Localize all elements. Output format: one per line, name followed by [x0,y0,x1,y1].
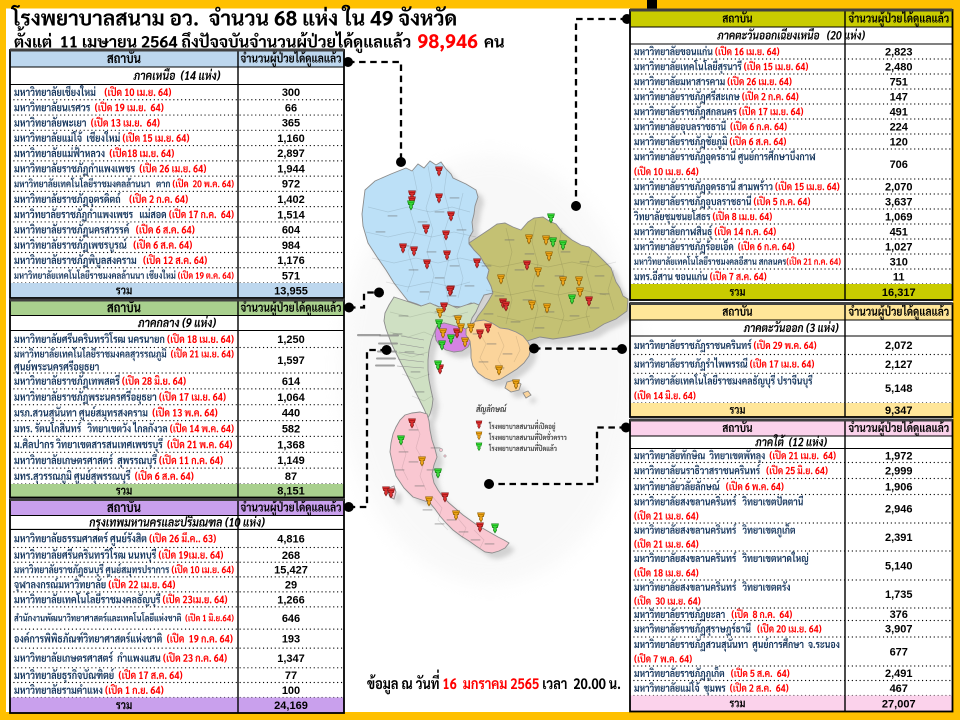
svg-text:16,317: 16,317 [882,287,916,299]
svg-text:1,027: 1,027 [885,241,913,253]
svg-text:193: 193 [282,634,300,646]
svg-text:1,514: 1,514 [277,209,305,221]
svg-text:582: 582 [282,423,300,435]
svg-text:268: 268 [282,550,300,562]
svg-text:1,064: 1,064 [277,392,305,404]
svg-text:2,823: 2,823 [885,46,913,58]
svg-text:614: 614 [282,376,301,388]
svg-text:1,972: 1,972 [885,450,913,462]
svg-text:1,149: 1,149 [277,455,305,467]
svg-text:1,735: 1,735 [885,589,913,601]
svg-text:120: 120 [890,136,908,148]
svg-text:66: 66 [285,102,297,114]
svg-text:2,072: 2,072 [885,340,913,352]
svg-text:451: 451 [890,226,908,238]
svg-text:491: 491 [890,106,908,118]
svg-text:1,160: 1,160 [277,133,305,145]
svg-text:87: 87 [285,471,297,483]
svg-text:147: 147 [890,91,908,103]
svg-text:1,069: 1,069 [885,211,913,223]
svg-text:5,148: 5,148 [885,383,913,395]
svg-text:224: 224 [890,121,909,133]
svg-text:310: 310 [890,256,908,268]
svg-text:2,946: 2,946 [885,504,913,516]
svg-text:2,127: 2,127 [885,359,913,371]
svg-text:376: 376 [890,609,908,621]
svg-text:11: 11 [893,271,905,283]
svg-text:300: 300 [282,87,300,99]
svg-text:3,637: 3,637 [885,196,913,208]
svg-text:1,368: 1,368 [277,439,305,451]
svg-text:677: 677 [890,646,908,658]
svg-text:706: 706 [890,159,908,171]
svg-text:3,907: 3,907 [885,624,913,636]
svg-text:751: 751 [890,76,908,88]
svg-text:440: 440 [282,408,300,420]
svg-text:24,169: 24,169 [274,700,308,712]
svg-text:2,391: 2,391 [885,532,913,544]
svg-text:571: 571 [282,270,300,282]
svg-text:972: 972 [282,179,300,191]
svg-text:13,955: 13,955 [274,285,308,297]
svg-text:2,480: 2,480 [885,61,913,73]
svg-text:15,427: 15,427 [274,565,308,577]
svg-text:2,999: 2,999 [885,465,913,477]
svg-text:1,176: 1,176 [277,255,305,267]
svg-text:4,816: 4,816 [277,533,305,545]
svg-text:8,151: 8,151 [277,486,305,498]
svg-text:1,906: 1,906 [885,481,913,493]
svg-text:1,266: 1,266 [277,594,305,606]
svg-text:29: 29 [285,579,297,591]
svg-text:9,347: 9,347 [885,405,913,417]
svg-text:77: 77 [285,670,297,682]
svg-text:2,491: 2,491 [885,668,913,680]
svg-text:1,597: 1,597 [277,355,305,367]
svg-text:1,402: 1,402 [277,194,305,206]
svg-text:984: 984 [282,240,301,252]
svg-text:604: 604 [282,225,301,237]
svg-text:467: 467 [890,683,908,695]
svg-text:1,347: 1,347 [277,653,305,665]
svg-text:2,070: 2,070 [885,181,913,193]
svg-text:2,897: 2,897 [277,148,305,160]
svg-text:365: 365 [282,118,300,130]
svg-text:27,007: 27,007 [882,698,916,710]
svg-text:646: 646 [282,613,300,625]
svg-text:1,250: 1,250 [277,334,305,346]
svg-text:1,944: 1,944 [277,163,305,175]
svg-text:5,140: 5,140 [885,560,913,572]
svg-text:100: 100 [282,685,300,697]
